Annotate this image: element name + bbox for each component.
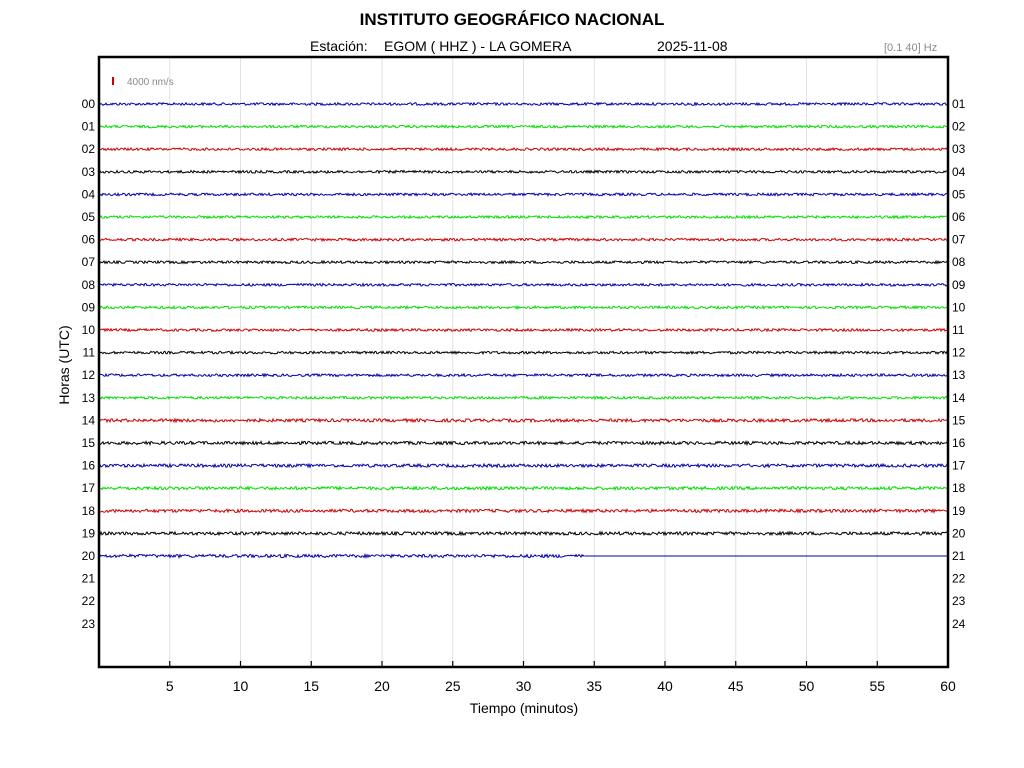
- trace-hour-12: [98, 372, 949, 378]
- hour-label-left: 13: [82, 391, 96, 405]
- hour-label-right: 11: [952, 323, 965, 337]
- hour-label-right: 03: [952, 142, 966, 156]
- hour-label-right: 01: [952, 97, 966, 111]
- hour-label-right: 21: [952, 549, 966, 563]
- trace-hour-05: [98, 214, 949, 220]
- hour-label-right: 12: [952, 346, 966, 360]
- trace-hour-09: [98, 304, 949, 310]
- hour-label-left: 07: [82, 255, 96, 269]
- chart-title: INSTITUTO GEOGRÁFICO NACIONAL: [359, 10, 665, 29]
- hour-label-left: 11: [83, 346, 96, 360]
- hour-label-left: 10: [82, 323, 96, 337]
- hour-label-left: 19: [82, 526, 96, 540]
- hour-label-right: 18: [952, 481, 966, 495]
- x-tick-label: 50: [799, 678, 815, 694]
- trace-hour-04: [98, 191, 949, 197]
- hour-label-left: 15: [82, 436, 96, 450]
- trace-hour-08: [98, 282, 949, 288]
- hour-label-left: 00: [82, 97, 96, 111]
- hour-label-right: 09: [952, 278, 966, 292]
- hour-label-right: 05: [952, 187, 966, 201]
- trace-hour-18: [98, 507, 949, 514]
- station-label: Estación:: [310, 38, 368, 54]
- hour-label-left: 14: [82, 413, 96, 427]
- trace-hour-00: [98, 101, 949, 107]
- x-tick-label: 10: [233, 678, 249, 694]
- hour-label-right: 17: [952, 459, 966, 473]
- x-tick-label: 5: [166, 678, 174, 694]
- hour-label-left: 16: [82, 459, 96, 473]
- hour-label-left: 02: [82, 142, 96, 156]
- trace-hour-15: [98, 439, 949, 447]
- x-tick-label: 45: [728, 678, 744, 694]
- x-tick-label: 40: [657, 678, 673, 694]
- hour-label-left: 03: [82, 165, 96, 179]
- trace-hour-16: [98, 462, 949, 469]
- trace-hour-17: [98, 485, 949, 492]
- hour-label-right: 07: [952, 233, 966, 247]
- x-tick-label: 35: [586, 678, 602, 694]
- hour-label-right: 08: [952, 255, 966, 269]
- hour-label-right: 13: [952, 368, 966, 382]
- hour-label-right: 24: [952, 617, 966, 631]
- x-tick-label: 30: [516, 678, 532, 694]
- x-tick-label: 55: [869, 678, 885, 694]
- hour-label-left: 04: [82, 187, 96, 201]
- hour-label-left: 21: [82, 572, 96, 586]
- x-tick-label: 60: [940, 678, 956, 694]
- hour-label-left: 18: [82, 504, 96, 518]
- filter-band-label: [0.1 40] Hz: [884, 42, 938, 54]
- hour-label-right: 23: [952, 594, 966, 608]
- seismic-traces: [98, 101, 949, 560]
- trace-hour-07: [98, 259, 949, 265]
- x-tick-label: 25: [445, 678, 461, 694]
- trace-hour-13: [98, 395, 949, 401]
- hour-label-right: 20: [952, 526, 966, 540]
- station-name: EGOM ( HHZ ) - LA GOMERA: [384, 38, 572, 54]
- x-tick-label: 20: [374, 678, 390, 694]
- grid-lines: [169, 57, 878, 667]
- hour-label-right: 19: [952, 504, 966, 518]
- trace-hour-01: [98, 124, 948, 130]
- hour-label-left: 09: [82, 300, 96, 314]
- x-axis-ticks: 5 10 15 20 25 30 35 40 45 50 55 60: [166, 661, 956, 694]
- hour-label-left: 20: [82, 549, 96, 563]
- hour-label-left: 08: [82, 278, 96, 292]
- trace-hour-19: [98, 530, 949, 537]
- trace-hour-06: [98, 237, 949, 243]
- hour-label-right: 10: [952, 300, 966, 314]
- trace-hour-10: [98, 327, 949, 333]
- hour-label-left: 06: [82, 233, 96, 247]
- amplitude-scale: 4000 nm/s: [112, 77, 174, 88]
- hour-label-left: 01: [82, 120, 96, 134]
- x-axis-label: Tiempo (minutos): [469, 700, 579, 716]
- hour-label-right: 16: [952, 436, 966, 450]
- scale-label: 4000 nm/s: [127, 77, 174, 88]
- hour-label-left: 12: [82, 368, 96, 382]
- hour-label-right: 04: [952, 165, 966, 179]
- trace-hour-20: [98, 552, 585, 560]
- hour-label-left: 23: [82, 617, 96, 631]
- hour-label-left: 05: [82, 210, 96, 224]
- trace-hour-11: [98, 349, 949, 356]
- hour-label-right: 02: [952, 120, 966, 134]
- hour-label-right: 06: [952, 210, 966, 224]
- hour-label-right: 22: [952, 572, 966, 586]
- x-tick-label: 15: [303, 678, 319, 694]
- trace-hour-03: [98, 169, 949, 175]
- trace-hour-14: [98, 417, 949, 424]
- station-date: 2025-11-08: [657, 38, 728, 54]
- hour-label-left: 22: [82, 594, 96, 608]
- trace-hour-02: [98, 146, 949, 152]
- hour-label-right: 14: [952, 391, 966, 405]
- hour-label-left: 17: [82, 481, 96, 495]
- hour-labels: 00 01 02 03 04 05 06 07 08 09 10 11 12 13 14 15 16 17 18 19…: [82, 97, 966, 631]
- hour-label-right: 15: [952, 413, 966, 427]
